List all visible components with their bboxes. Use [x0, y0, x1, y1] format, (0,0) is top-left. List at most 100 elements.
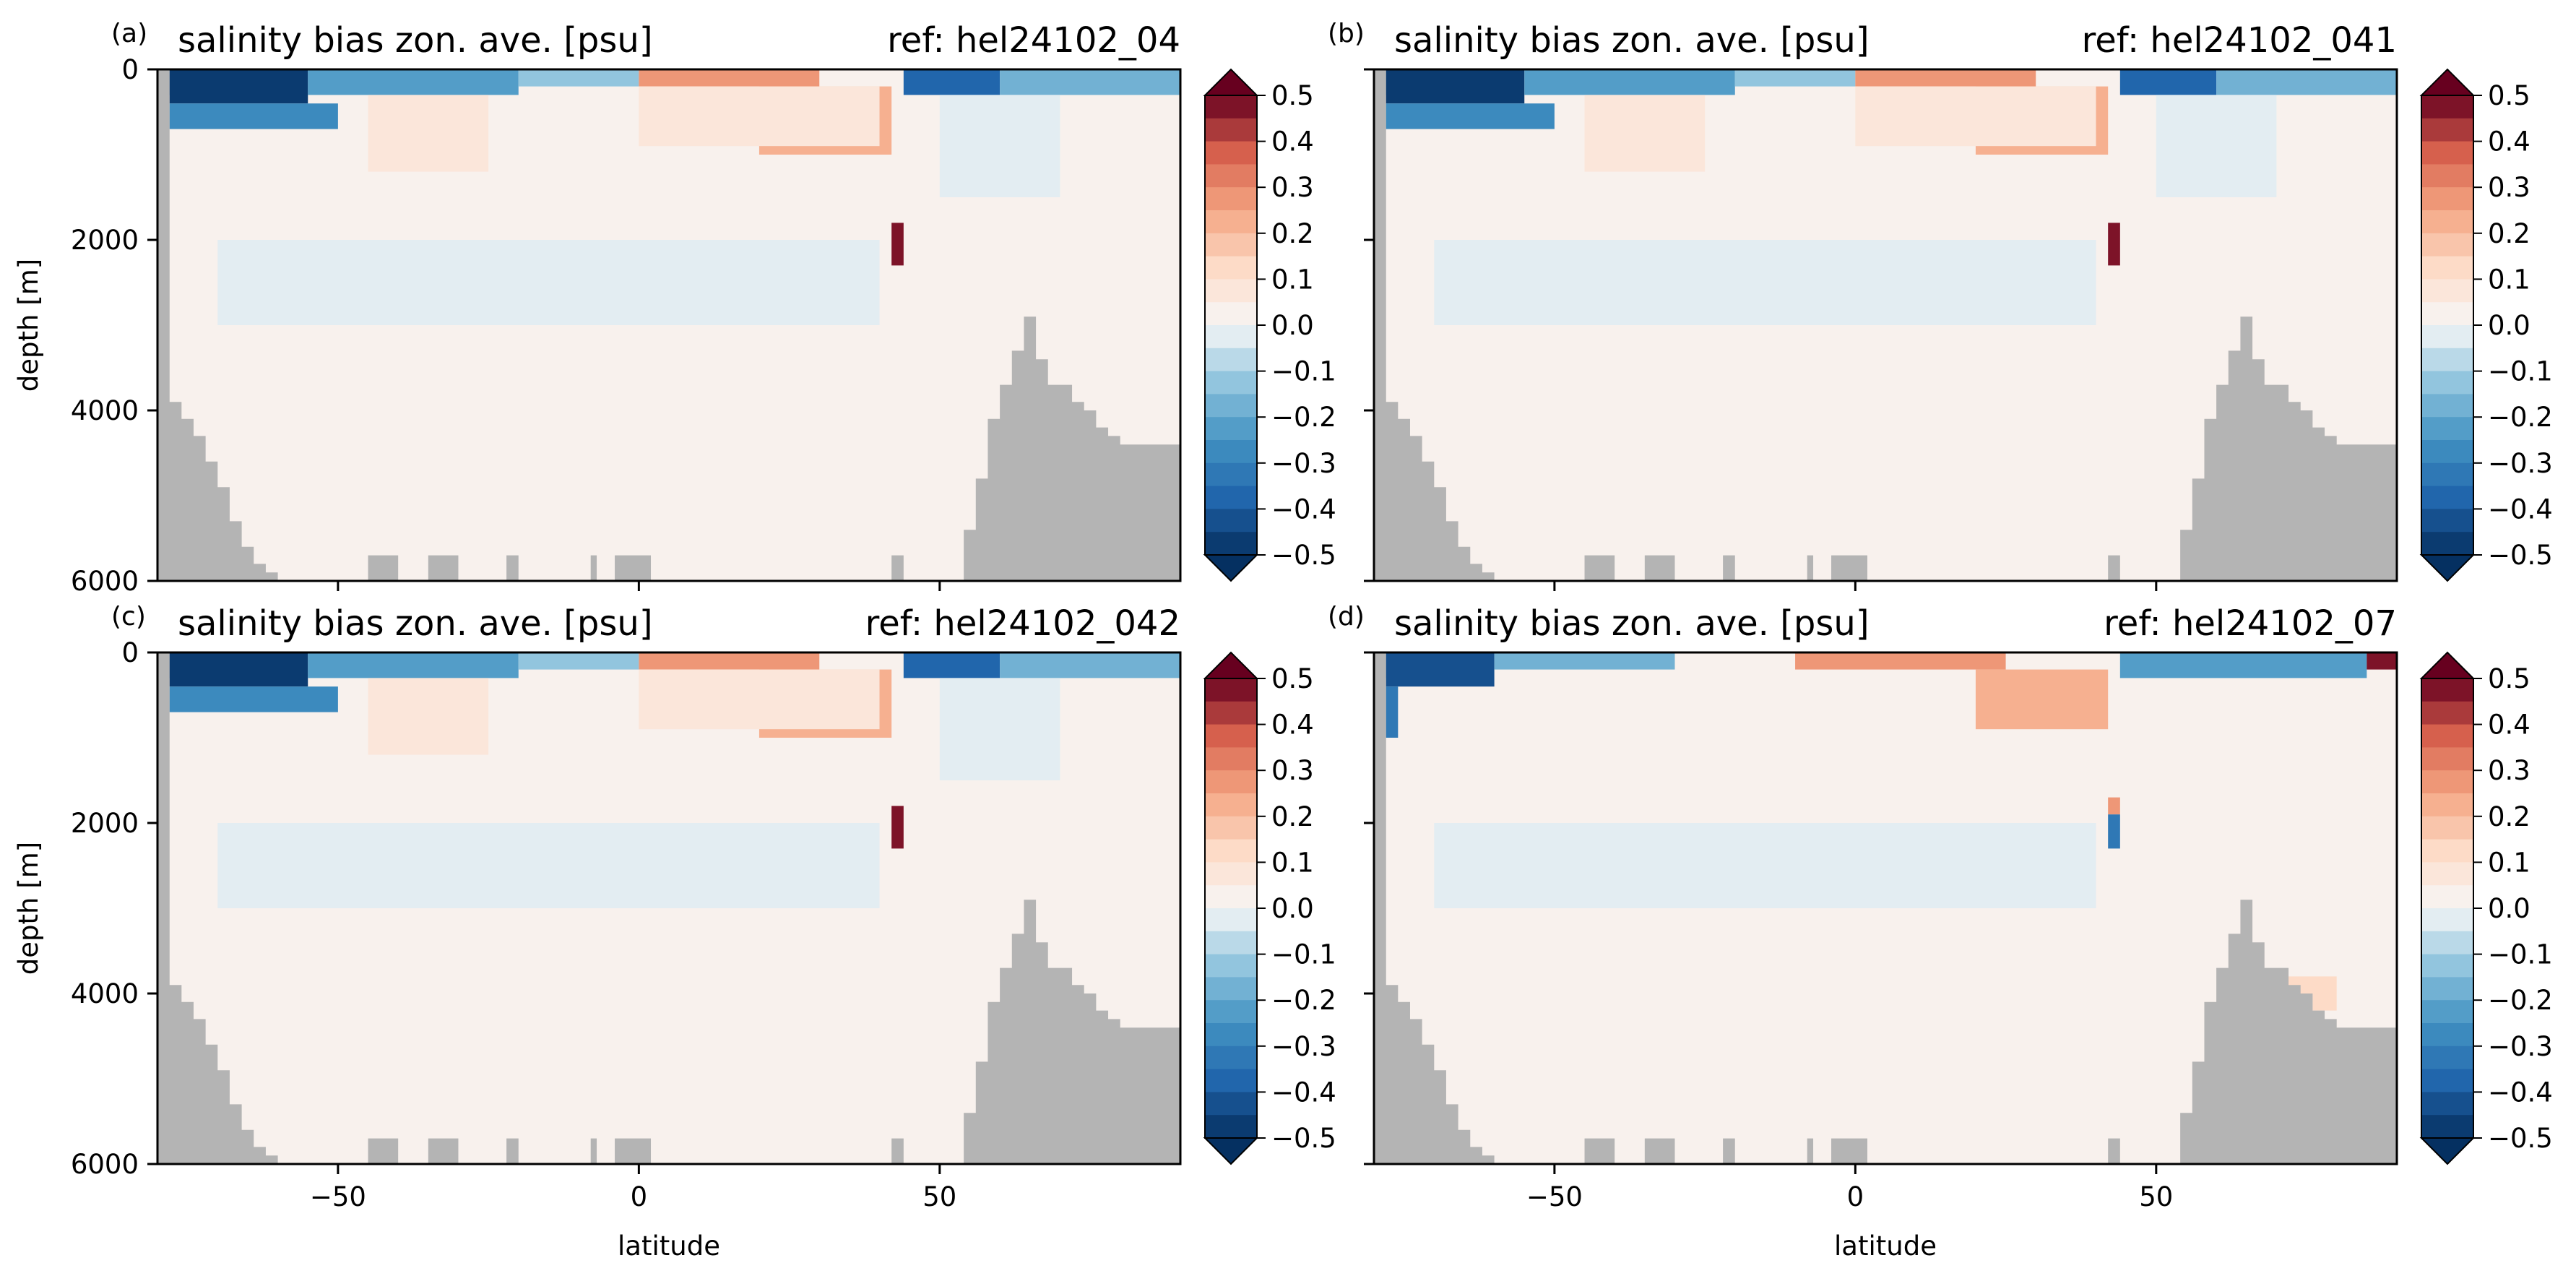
colorbar-tick-label: 0.5: [2488, 663, 2530, 694]
colorbar-tick-label: −0.1: [1271, 356, 1336, 387]
colorbar-tick-label: −0.4: [1271, 1077, 1336, 1108]
colorbar-tick-label: 0.0: [1271, 310, 1314, 341]
bias-region-11: [2216, 69, 2397, 95]
colorbar-tick-label: −0.2: [1271, 402, 1336, 433]
seafloor-bump-6: [891, 1138, 904, 1164]
colorbar-tick-label: −0.1: [2488, 939, 2553, 970]
bias-region-9: [891, 223, 904, 266]
bias-region-2: [169, 103, 338, 129]
x-axis-label: latitude: [618, 1230, 720, 1262]
seafloor-bump-3: [1723, 1138, 1735, 1164]
seafloor-bump-1: [368, 1138, 399, 1164]
seafloor-bump-2: [1644, 1138, 1675, 1164]
colorbar-segment: [2421, 302, 2473, 326]
bias-deep-band: [1434, 823, 2096, 908]
colorbar-segment: [2421, 770, 2473, 794]
colorbar-segment: [2421, 793, 2473, 817]
colorbar-segment: [2421, 954, 2473, 978]
land-north: [2168, 900, 2397, 1164]
colorbar-tick-label: 0.4: [2488, 126, 2530, 158]
seafloor-bump-3: [506, 1138, 519, 1164]
colorbar-segment: [1205, 1023, 1257, 1047]
seafloor-bump-5: [1831, 555, 1868, 581]
colorbar-tick-label: 0.2: [1271, 218, 1314, 249]
colorbar-segment: [2421, 1069, 2473, 1092]
colorbar-segment: [1205, 394, 1257, 418]
y-tick-label: 2000: [71, 225, 139, 256]
colorbar-segment: [2421, 141, 2473, 165]
colorbar-segment: [1205, 325, 1257, 349]
colorbar-segment: [2421, 118, 2473, 142]
panel-title: salinity bias zon. ave. [psu]: [178, 603, 653, 644]
colorbar-segment: [1205, 931, 1257, 955]
colorbar-segment: [2421, 417, 2473, 441]
axes-frame: [156, 68, 1182, 582]
seafloor-bump-4: [590, 555, 597, 581]
colorbar-tick-label: 0.3: [2488, 172, 2530, 203]
colorbar-segment: [1205, 417, 1257, 441]
colorbar-segment: [2421, 256, 2473, 280]
colorbar-tick-label: −0.2: [2488, 402, 2553, 433]
colorbar-segment: [1205, 747, 1257, 771]
y-tick-label: 4000: [71, 395, 139, 426]
seafloor-bump-6: [891, 555, 904, 581]
panel-label: (a): [111, 19, 147, 48]
bias-region-7: [2108, 814, 2120, 849]
colorbar-segment: [1205, 187, 1257, 211]
colorbar-segment: [2421, 164, 2473, 188]
bias-region-8: [1855, 86, 2096, 147]
y-tick-label: 4000: [71, 978, 139, 1009]
colorbar-tick-label: 0.1: [2488, 264, 2530, 295]
colorbar-tick-label: 0.0: [2488, 310, 2530, 341]
bias-region-9: [2108, 223, 2120, 266]
bias-region-8: [639, 86, 880, 147]
bias-region-4: [368, 678, 489, 755]
seafloor-bump-2: [428, 555, 459, 581]
seafloor-bump-6: [2108, 1138, 2120, 1164]
land-south: [157, 652, 350, 1164]
colorbar-segment: [2421, 678, 2473, 702]
colorbar-tick-label: −0.5: [2488, 540, 2553, 571]
colorbar-tick-label: 0.3: [1271, 755, 1314, 786]
bias-region-9: [891, 806, 904, 849]
y-axis-label: depth [m]: [13, 259, 44, 392]
colorbar-segment: [2421, 486, 2473, 509]
seafloor-bump-1: [1584, 555, 1615, 581]
colorbar-segment: [1205, 371, 1257, 395]
land-south: [157, 69, 350, 581]
colorbar-segment: [1205, 1092, 1257, 1116]
bias-region-3: [308, 652, 519, 678]
ref-label: ref: hel24102_07: [2104, 603, 2397, 644]
bias-region-1: [1386, 69, 1525, 104]
colorbar-segment: [2421, 931, 2473, 955]
y-tick-label: 6000: [71, 1149, 139, 1180]
colorbar-segment: [1205, 95, 1257, 119]
axes-frame: [156, 651, 1182, 1165]
colorbar-segment: [1205, 908, 1257, 932]
colorbar-segment: [2421, 187, 2473, 211]
colorbar-segment: [1205, 440, 1257, 464]
colorbar-segment: [1205, 977, 1257, 1001]
colorbar-tick-label: 0.2: [2488, 218, 2530, 249]
colorbar-segment: [2421, 233, 2473, 257]
colorbar-tick-label: 0.0: [1271, 893, 1314, 924]
colorbar-segment: [2421, 279, 2473, 303]
colorbar-extend-min: [2419, 1137, 2476, 1165]
colorbar-tick-label: −0.5: [2488, 1123, 2553, 1154]
colorbar: 0.5 0.4 0.3 0.2 0.1 0.0 −0.1 −0.2 −0.3 −0.4 −0.5: [1203, 651, 1336, 1165]
colorbar-segment: [2421, 1115, 2473, 1139]
bias-region-10: [903, 69, 1000, 95]
bias-region-5: [518, 652, 639, 670]
colorbar-tick-label: 0.0: [2488, 893, 2530, 924]
land-south: [1374, 69, 1567, 581]
y-tick-label: 6000: [71, 566, 139, 597]
bias-region-4: [1795, 652, 2006, 670]
ref-label: ref: hel24102_042: [865, 603, 1180, 644]
bias-region-1: [1386, 652, 1495, 687]
seafloor-bump-4: [590, 1138, 597, 1164]
seafloor-bump-3: [506, 555, 519, 581]
bias-region-10: [2119, 69, 2217, 95]
colorbar-segment: [1205, 233, 1257, 257]
seafloor-bump-5: [1831, 1138, 1868, 1164]
panel-title: salinity bias zon. ave. [psu]: [1394, 603, 1870, 644]
